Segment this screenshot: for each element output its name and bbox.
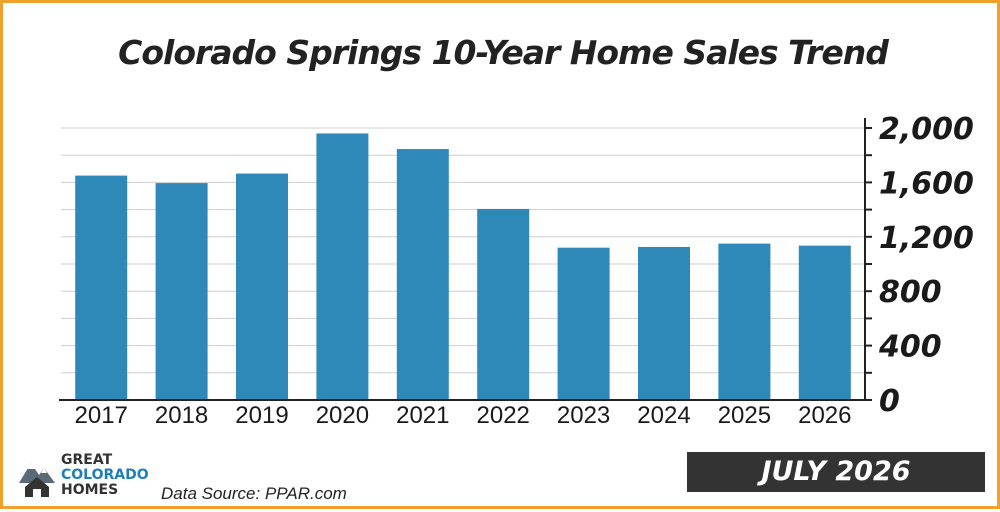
bar-2018 bbox=[155, 183, 208, 400]
x-tick-label: 2026 bbox=[798, 402, 851, 429]
chart-title: Colorado Springs 10-Year Home Sales Tren… bbox=[118, 33, 889, 72]
x-tick-labels: 2017 2018 2019 2020 2021 2022 2023 2024 2025 2026 bbox=[75, 402, 852, 429]
y-tick-label: 1,200 bbox=[879, 221, 974, 256]
bar-2021 bbox=[396, 149, 449, 400]
y-tick-label: 400 bbox=[878, 330, 942, 365]
data-source-note: Data Source: PPAR.com bbox=[161, 484, 347, 503]
bar-2024 bbox=[638, 247, 690, 400]
date-badge: JULY 2026 bbox=[687, 452, 985, 492]
y-tick-label: 2,000 bbox=[879, 112, 974, 147]
y-tick-labels: 0 400 800 1,200 1,600 2,000 bbox=[878, 112, 974, 419]
x-tick-label: 2021 bbox=[396, 402, 449, 429]
logo-text: GREAT COLORADO HOMES bbox=[61, 453, 149, 498]
logo-line-great: GREAT bbox=[61, 452, 113, 468]
x-tick-label: 2022 bbox=[477, 402, 530, 429]
great-colorado-homes-logo: GREAT COLORADO HOMES bbox=[17, 453, 149, 503]
y-tick-label: 1,600 bbox=[879, 166, 974, 201]
x-tick-label: 2019 bbox=[235, 402, 288, 429]
bar-2019 bbox=[236, 173, 288, 400]
x-tick-label: 2025 bbox=[718, 402, 771, 429]
logo-line-colorado: COLORADO bbox=[61, 467, 149, 483]
y-tick-label: 0 bbox=[879, 384, 900, 419]
mountain-house-icon bbox=[19, 463, 55, 497]
x-tick-label: 2020 bbox=[316, 402, 369, 429]
bar-2023 bbox=[557, 247, 610, 400]
x-tick-label: 2017 bbox=[75, 402, 128, 429]
x-tick-label: 2024 bbox=[637, 402, 690, 429]
bar-2022 bbox=[477, 208, 530, 400]
bar-chart: 2017 2018 2019 2020 2021 2022 2023 2024 2025 2026… bbox=[59, 112, 974, 429]
x-tick-label: 2023 bbox=[557, 402, 610, 429]
bar-2026 bbox=[798, 245, 851, 400]
bar-2017 bbox=[75, 175, 128, 400]
bar-2020 bbox=[316, 133, 369, 400]
bar-2025 bbox=[718, 243, 771, 400]
axes bbox=[59, 118, 872, 401]
x-tick-label: 2018 bbox=[155, 402, 208, 429]
logo-line-homes: HOMES bbox=[61, 482, 119, 498]
y-tick-label: 800 bbox=[879, 275, 942, 310]
bars bbox=[75, 133, 851, 400]
